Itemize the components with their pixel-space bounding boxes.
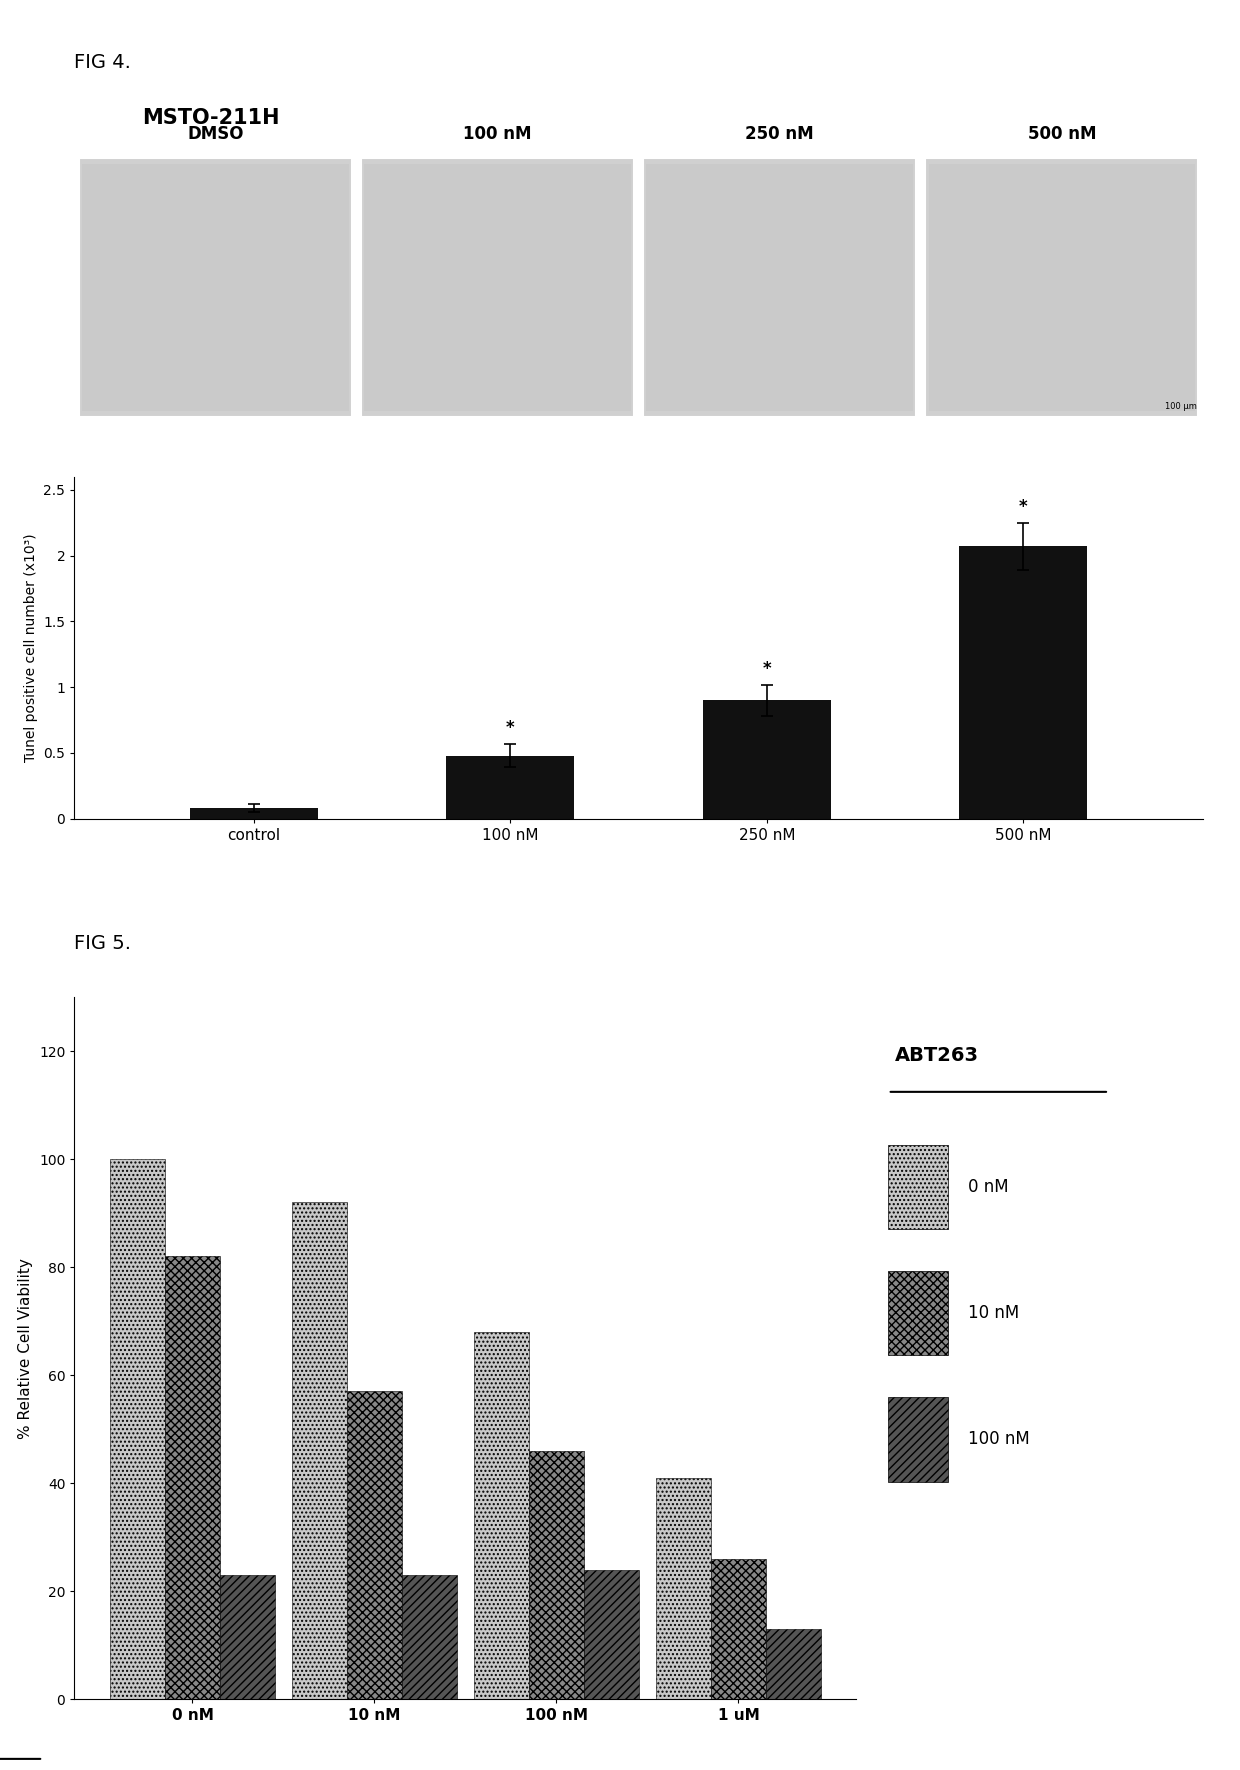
Bar: [402, 1575, 458, 1699]
Text: 10 nM: 10 nM: [968, 1304, 1019, 1322]
Bar: [110, 1159, 165, 1699]
Bar: [766, 1628, 821, 1699]
Bar: [646, 163, 913, 411]
Bar: [644, 159, 916, 416]
Bar: [529, 1451, 584, 1699]
Text: 500 nM: 500 nM: [1028, 126, 1096, 143]
Text: FIG 5.: FIG 5.: [74, 933, 131, 952]
Text: *: *: [1019, 497, 1028, 517]
Bar: [584, 1570, 639, 1699]
Bar: [888, 1397, 949, 1481]
Bar: [474, 1333, 529, 1699]
Text: 0 nM: 0 nM: [968, 1177, 1009, 1197]
Y-axis label: Tunel positive cell number (x10³): Tunel positive cell number (x10³): [24, 533, 37, 763]
Bar: [291, 1202, 347, 1699]
Bar: [165, 1257, 219, 1699]
Bar: [190, 809, 317, 820]
Text: 250 nM: 250 nM: [745, 126, 813, 143]
Bar: [219, 1575, 275, 1699]
Bar: [656, 1478, 711, 1699]
Bar: [703, 701, 831, 820]
Text: *: *: [763, 660, 771, 678]
Bar: [79, 159, 352, 416]
Text: FIG 4.: FIG 4.: [74, 53, 131, 73]
Bar: [365, 163, 631, 411]
Text: *: *: [506, 719, 515, 736]
Text: 100 nM: 100 nM: [464, 126, 532, 143]
Bar: [929, 163, 1195, 411]
Y-axis label: % Relative Cell Viability: % Relative Cell Viability: [19, 1258, 33, 1439]
Bar: [925, 159, 1198, 416]
Bar: [446, 756, 574, 820]
Text: 100 μm: 100 μm: [1166, 402, 1197, 411]
Text: MSTO-211H: MSTO-211H: [143, 108, 279, 127]
Bar: [347, 1391, 402, 1699]
Bar: [888, 1145, 949, 1228]
Bar: [888, 1271, 949, 1356]
Bar: [82, 163, 348, 411]
Bar: [361, 159, 634, 416]
Text: 100 nM: 100 nM: [968, 1430, 1030, 1448]
Bar: [711, 1559, 766, 1699]
Text: ABT263: ABT263: [894, 1046, 978, 1066]
Text: DMSO: DMSO: [187, 126, 244, 143]
Bar: [960, 547, 1087, 820]
